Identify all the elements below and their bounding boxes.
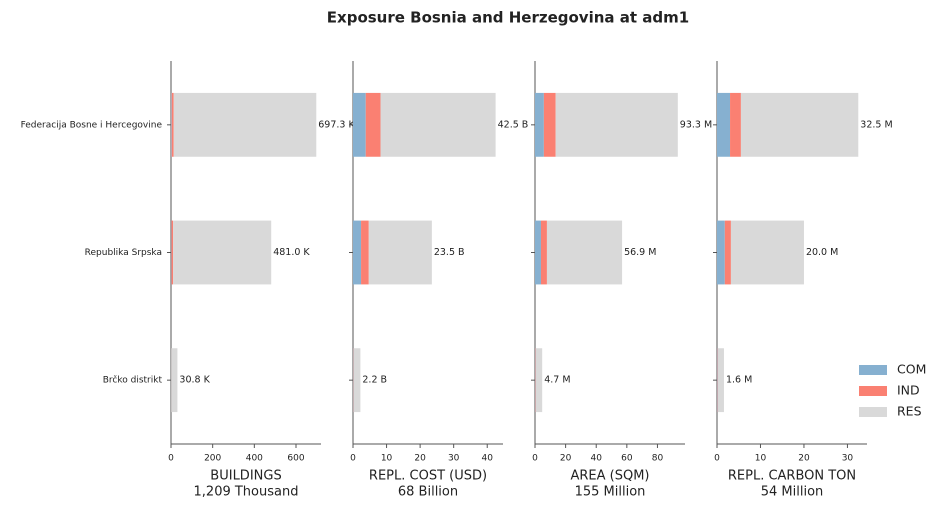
x-axis-note: 1,209 Thousand bbox=[194, 485, 299, 500]
legend-label: IND bbox=[897, 383, 920, 398]
bar-segment bbox=[717, 92, 731, 157]
bar-segment bbox=[171, 220, 174, 285]
bar-segment bbox=[543, 92, 556, 157]
total-label: 697.3 K bbox=[318, 119, 355, 130]
bar-segment bbox=[724, 220, 731, 285]
x-tick-label: 0 bbox=[532, 454, 538, 464]
legend-swatch bbox=[859, 365, 887, 375]
total-label: 93.3 M bbox=[680, 119, 712, 130]
bar-segment bbox=[535, 348, 543, 413]
bar-segment bbox=[353, 220, 362, 285]
bar-segment bbox=[555, 92, 678, 157]
bar-segment bbox=[173, 92, 317, 157]
total-label: 4.7 M bbox=[544, 375, 570, 386]
bar-segment bbox=[171, 92, 174, 157]
x-axis-note: 155 Million bbox=[575, 485, 646, 500]
total-label: 1.6 M bbox=[726, 375, 752, 386]
x-tick-label: 40 bbox=[590, 454, 602, 464]
bar-segment bbox=[361, 220, 369, 285]
bar-segment bbox=[171, 92, 172, 157]
y-tick-label: Brčko distrikt bbox=[103, 375, 163, 386]
legend-label: COM bbox=[897, 362, 926, 377]
x-tick-label: 60 bbox=[621, 454, 633, 464]
bar-segment bbox=[380, 92, 496, 157]
x-axis-label: REPL. CARBON TON bbox=[728, 469, 856, 484]
total-label: 20.0 M bbox=[806, 247, 838, 258]
x-tick-label: 0 bbox=[350, 454, 356, 464]
x-axis-note: 68 Billion bbox=[398, 485, 458, 500]
x-tick-label: 0 bbox=[168, 454, 174, 464]
bar-segment bbox=[535, 92, 544, 157]
bar-segment bbox=[740, 92, 859, 157]
chart-title: Exposure Bosnia and Herzegovina at adm1 bbox=[327, 9, 689, 27]
bar-segment bbox=[368, 220, 432, 285]
x-tick-label: 20 bbox=[414, 454, 426, 464]
x-tick-label: 10 bbox=[381, 454, 393, 464]
total-label: 2.2 B bbox=[362, 375, 387, 386]
total-label: 23.5 B bbox=[434, 247, 465, 258]
x-tick-label: 600 bbox=[287, 454, 304, 464]
total-label: 481.0 K bbox=[273, 247, 310, 258]
x-axis-label: AREA (SQM) bbox=[570, 469, 649, 484]
x-axis-label: REPL. COST (USD) bbox=[369, 469, 487, 484]
total-label: 30.8 K bbox=[179, 375, 210, 386]
x-tick-label: 0 bbox=[714, 454, 720, 464]
bar-segment bbox=[353, 92, 366, 157]
bar-segment bbox=[546, 220, 623, 285]
x-tick-label: 200 bbox=[204, 454, 221, 464]
bar-segment bbox=[730, 220, 804, 285]
bar-segment bbox=[717, 220, 725, 285]
bar-segment bbox=[540, 220, 547, 285]
x-tick-label: 20 bbox=[560, 454, 572, 464]
total-label: 56.9 M bbox=[624, 247, 656, 258]
x-tick-label: 20 bbox=[798, 454, 810, 464]
total-label: 32.5 M bbox=[860, 119, 892, 130]
x-axis-note: 54 Million bbox=[761, 485, 824, 500]
x-axis-label: BUILDINGS bbox=[210, 469, 281, 484]
bar-segment bbox=[171, 348, 178, 413]
y-tick-label: Republika Srpska bbox=[85, 248, 162, 258]
bar-segment bbox=[717, 348, 724, 413]
x-tick-label: 80 bbox=[652, 454, 664, 464]
legend-swatch bbox=[859, 386, 887, 396]
bar-segment bbox=[730, 92, 741, 157]
x-tick-label: 40 bbox=[482, 454, 494, 464]
bar-segment bbox=[365, 92, 381, 157]
x-tick-label: 30 bbox=[448, 454, 460, 464]
x-tick-label: 30 bbox=[842, 454, 854, 464]
legend-label: RES bbox=[897, 404, 922, 419]
bar-segment bbox=[173, 220, 272, 285]
bar-segment bbox=[535, 220, 541, 285]
x-tick-label: 400 bbox=[246, 454, 263, 464]
legend-swatch bbox=[859, 407, 887, 417]
y-tick-label: Federacija Bosne i Hercegovine bbox=[21, 120, 163, 130]
total-label: 42.5 B bbox=[498, 119, 529, 130]
x-tick-label: 10 bbox=[755, 454, 767, 464]
bar-segment bbox=[353, 348, 361, 413]
